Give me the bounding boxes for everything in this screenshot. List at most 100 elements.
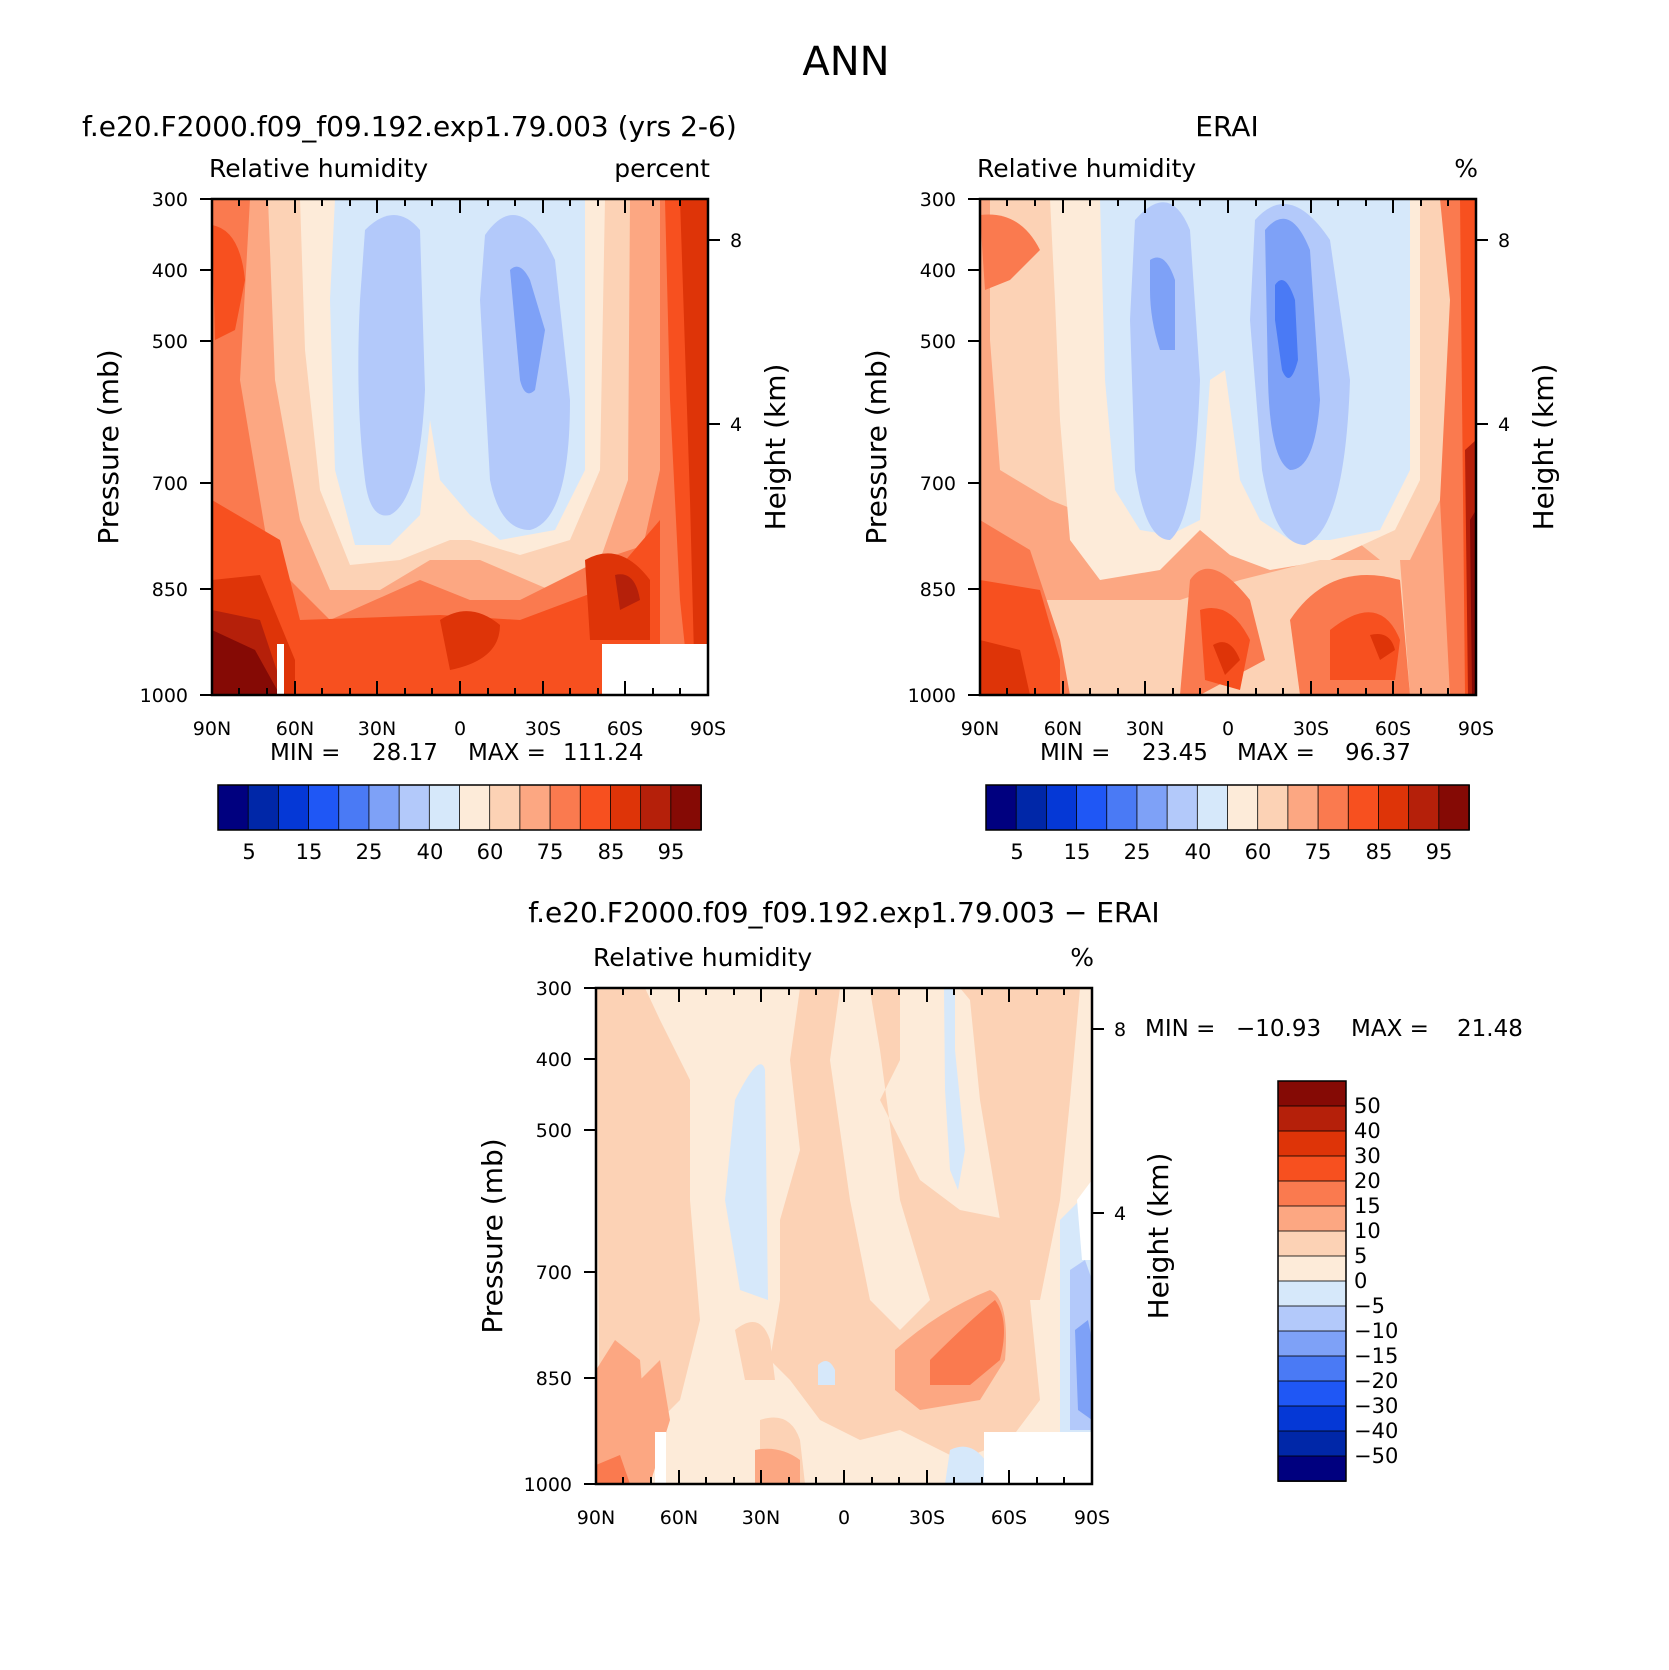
- colorbar-label: 15: [1354, 1194, 1381, 1218]
- x-tick-label: 0: [454, 718, 466, 740]
- colorbar-label: 95: [1426, 840, 1453, 864]
- colorbar-label: 0: [1354, 1269, 1367, 1293]
- y-axis-label: Pressure (mb): [92, 349, 125, 544]
- y-right-axis-label: Height (km): [759, 364, 792, 531]
- colorbar-swatch: [1408, 784, 1440, 831]
- y-right-axis-label: Height (km): [1527, 364, 1560, 531]
- panel-erai: ERAI Relative humidity %: [860, 110, 1560, 864]
- colorbar-label: −40: [1354, 1419, 1398, 1443]
- x-tick-label: 60S: [607, 718, 643, 740]
- x-tick-label: 90S: [1458, 718, 1494, 740]
- max-label: MAX =: [1351, 1016, 1429, 1042]
- max-label: MAX =: [468, 740, 546, 766]
- contour-field: [596, 988, 1092, 1484]
- colorbar-swatch: [489, 784, 521, 831]
- max-value: 96.37: [1345, 740, 1411, 766]
- panel-title: ERAI: [1195, 110, 1258, 143]
- colorbar-swatch: [1015, 784, 1048, 831]
- max-label: MAX =: [1237, 740, 1315, 766]
- x-tick-label: 90S: [1074, 1507, 1110, 1529]
- colorbar-swatch: [1166, 784, 1199, 831]
- panel-difference: f.e20.F2000.f09_f09.192.exp1.79.003 − ER…: [476, 896, 1523, 1529]
- colorbar-label: 85: [1366, 840, 1393, 864]
- colorbar-label: −10: [1354, 1319, 1398, 1343]
- colorbar-swatch: [1257, 784, 1289, 831]
- colorbar-swatch: [1196, 784, 1229, 831]
- panel-subtitle-left: Relative humidity: [593, 943, 812, 972]
- min-value: −10.93: [1236, 1016, 1321, 1042]
- colorbar: 50 40 30 20 15 10 5 0 −5 −10 −15 −20 −30…: [1277, 1080, 1398, 1482]
- y-tick-label: 400: [920, 260, 956, 282]
- y-tick-label: 1000: [524, 1474, 572, 1496]
- max-value: 111.24: [563, 740, 643, 766]
- y-right-tick-labels: 8 4: [1498, 230, 1510, 436]
- colorbar-label: 30: [1354, 1144, 1381, 1168]
- x-tick-label: 0: [1222, 718, 1234, 740]
- min-value: 23.45: [1142, 740, 1208, 766]
- page-title: ANN: [802, 39, 889, 85]
- colorbar-swatch: [1277, 1280, 1347, 1307]
- colorbar-swatch: [308, 784, 340, 831]
- colorbar-swatch: [640, 784, 672, 831]
- colorbar-label: 10: [1354, 1219, 1381, 1243]
- x-tick-label: 90S: [690, 718, 726, 740]
- colorbar-swatch: [398, 784, 431, 831]
- x-tick-labels: 90N 60N 30N 0 30S 60S 90S: [193, 718, 726, 740]
- colorbar-swatch: [1438, 784, 1470, 831]
- y-right-tick-label: 8: [730, 230, 742, 252]
- colorbar-swatch: [985, 784, 1018, 831]
- y-tick-labels: 300 400 500 700 850 1000: [140, 189, 188, 707]
- y-tick-label: 700: [920, 473, 956, 495]
- colorbar-label: 25: [356, 840, 383, 864]
- y-tick-label: 1000: [908, 685, 956, 707]
- colorbar-swatch: [1277, 1130, 1347, 1157]
- x-tick-labels: 90N 60N 30N 0 30S 60S 90S: [961, 718, 1494, 740]
- colorbar-swatch: [1317, 784, 1350, 831]
- colorbar-swatch: [1277, 1255, 1347, 1282]
- x-tick-label: 30N: [1126, 718, 1164, 740]
- colorbar-swatch: [1277, 1355, 1347, 1382]
- min-label: MIN =: [1040, 740, 1110, 766]
- y-tick-label: 300: [920, 189, 956, 211]
- colorbar-label: 5: [1010, 840, 1023, 864]
- colorbar-label: 60: [1245, 840, 1272, 864]
- colorbar-label: 15: [1064, 840, 1091, 864]
- colorbar-labels: 5 15 25 40 60 75 85 95: [1010, 840, 1452, 864]
- plot-axes: [968, 198, 1488, 696]
- y-tick-label: 500: [536, 1120, 572, 1142]
- panel-title: f.e20.F2000.f09_f09.192.exp1.79.003 − ER…: [528, 896, 1159, 929]
- x-tick-label: 60S: [1375, 718, 1411, 740]
- colorbar-label: −15: [1354, 1344, 1398, 1368]
- colorbar-label: 40: [1185, 840, 1212, 864]
- colorbar-swatch: [1136, 784, 1169, 831]
- colorbar-swatch: [1277, 1230, 1347, 1257]
- colorbar-swatch: [1045, 784, 1078, 831]
- x-tick-label: 90N: [961, 718, 999, 740]
- x-tick-label: 90N: [577, 1507, 615, 1529]
- panel-subtitle-left: Relative humidity: [209, 154, 428, 183]
- colorbar-label: 20: [1354, 1169, 1381, 1193]
- colorbar-swatch: [1277, 1155, 1347, 1182]
- x-tick-label: 30S: [525, 718, 561, 740]
- y-tick-label: 850: [152, 579, 188, 601]
- x-tick-label: 60N: [660, 1507, 698, 1529]
- plot-axes: [200, 198, 720, 696]
- colorbar-label: 25: [1124, 840, 1151, 864]
- y-tick-label: 700: [152, 473, 188, 495]
- colorbar-swatch: [1277, 1180, 1347, 1207]
- colorbar-label: −20: [1354, 1369, 1398, 1393]
- colorbar-swatch: [1378, 784, 1410, 831]
- y-right-tick-label: 4: [1498, 414, 1510, 436]
- colorbar-swatch: [1277, 1205, 1347, 1232]
- contour-field: [212, 199, 708, 695]
- colorbar-label: 75: [537, 840, 564, 864]
- panel-subtitle-right: %: [1070, 943, 1094, 972]
- y-tick-label: 700: [536, 1262, 572, 1284]
- y-right-tick-label: 8: [1498, 230, 1510, 252]
- colorbar-label: 60: [477, 840, 504, 864]
- colorbar-swatch: [1277, 1380, 1347, 1407]
- y-tick-label: 850: [536, 1368, 572, 1390]
- colorbar-label: −5: [1354, 1294, 1385, 1318]
- panel-subtitle-left: Relative humidity: [977, 154, 1196, 183]
- plot-axes: [584, 987, 1104, 1485]
